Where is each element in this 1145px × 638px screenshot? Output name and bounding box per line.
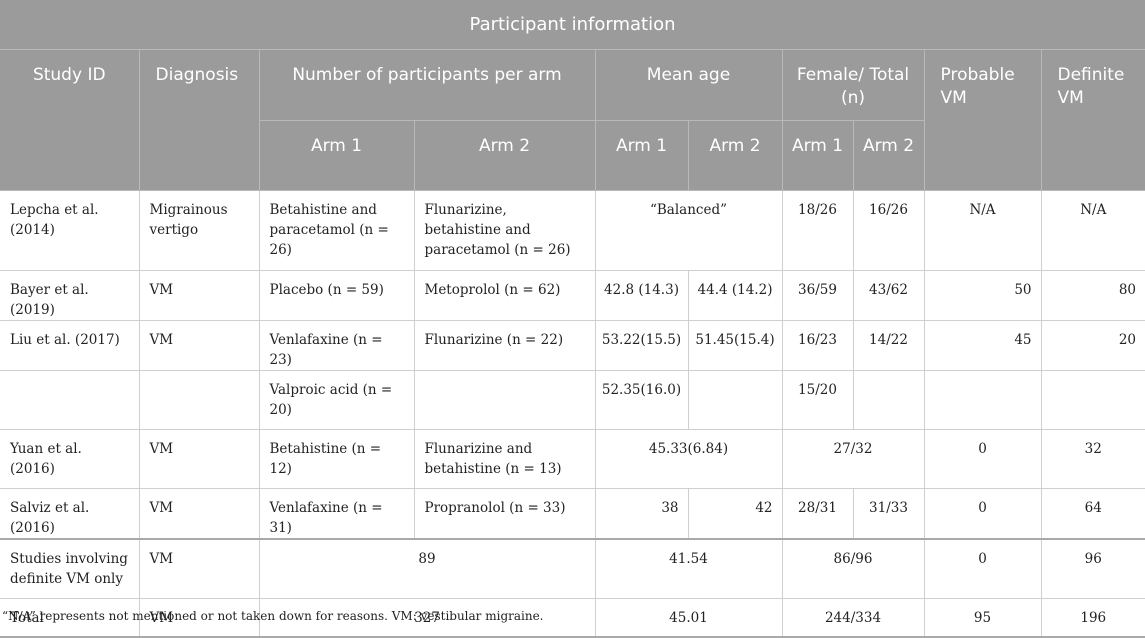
cell-arm2-empty [414,370,596,430]
subcol-participants-arm1: Arm 1 [259,120,415,191]
cell-probable: 0 [924,537,1042,599]
cell-female: 27/32 [782,429,925,489]
col-mean-age: Mean age [595,49,783,121]
cell-probable: N/A [924,190,1042,271]
cell-diagnosis: VM [139,429,260,489]
subcol-female-arm2: Arm 2 [853,120,925,191]
col-num-participants: Number of participants per arm [259,49,596,121]
cell-study: Liu et al. (2017) [0,320,140,371]
cell-definite: N/A [1041,190,1145,271]
col-definite-vm: Definite VM [1041,49,1145,191]
subcol-age-arm2: Arm 2 [688,120,783,191]
cell-arm1: Placebo (n = 59) [259,270,415,321]
cell-female-arm2: 14/22 [853,320,925,371]
cell-female-arm2: 31/33 [853,488,925,539]
cell-study: Yuan et al. (2016) [0,429,140,489]
cell-arm1: Valproic acid (n = 20) [259,370,415,430]
cell-definite: 196 [1041,598,1145,638]
cell-probable: 95 [924,598,1042,638]
table-row: Yuan et al. (2016) VM Betahistine (n = 1… [0,429,1145,489]
cell-probable: 0 [924,429,1042,489]
cell-diagnosis: VM [139,488,260,539]
cell-study: Bayer et al. (2019) [0,270,140,321]
cell-age: 41.54 [595,537,783,599]
cell-age-arm2: 42 [688,488,783,539]
cell-arm1: Betahistine and paracetamol (n = 26) [259,190,415,271]
cell-probable-empty [924,370,1042,430]
col-female-total: Female/ Total (n) [782,49,925,121]
table-row: Salviz et al. (2016) VM Venlafaxine (n =… [0,488,1145,539]
cell-study: Salviz et al. (2016) [0,488,140,539]
cell-study: Lepcha et al. (2014) [0,190,140,271]
cell-age: 45.33(6.84) [595,429,783,489]
cell-probable: 50 [924,270,1042,321]
cell-female-arm2: 16/26 [853,190,925,271]
cell-age-arm1: 52.35(16.0) [595,370,689,430]
cell-study: Studies involving definite VM only [0,537,140,599]
cell-age-arm2: 44.4 (14.2) [688,270,783,321]
cell-female-arm2-empty [853,370,925,430]
col-study-id: Study ID [0,49,140,191]
col-probable-vm: Probable VM [924,49,1042,191]
table-row: Studies involving definite VM only VM 89… [0,537,1145,599]
cell-female: 86/96 [782,537,925,599]
cell-female-arm2: 43/62 [853,270,925,321]
cell-age-arm1: 38 [595,488,689,539]
table-row: Lepcha et al. (2014) Migrainous vertigo … [0,190,1145,271]
cell-age-arm2: 51.45(15.4) [688,320,783,371]
table-footnote: “N/A” represents not mentioned or not ta… [2,609,544,623]
subcol-female-arm1: Arm 1 [782,120,854,191]
cell-study-empty [0,370,140,430]
cell-age: 45.01 [595,598,783,638]
cell-probable: 0 [924,488,1042,539]
cell-age-arm1: 42.8 (14.3) [595,270,689,321]
cell-arm2: Flunarizine and betahistine (n = 13) [414,429,596,489]
cell-diagnosis: VM [139,270,260,321]
cell-diagnosis: Migrainous vertigo [139,190,260,271]
cell-diagnosis: VM [139,320,260,371]
cell-diagnosis: VM [139,537,260,599]
cell-arm2: Metoprolol (n = 62) [414,270,596,321]
cell-female-arm1: 28/31 [782,488,854,539]
cell-definite: 80 [1041,270,1145,321]
subcol-age-arm1: Arm 1 [595,120,689,191]
cell-participants: 89 [259,537,596,599]
cell-age-arm1: 53.22(15.5) [595,320,689,371]
cell-definite: 32 [1041,429,1145,489]
cell-age: “Balanced” [595,190,783,271]
cell-arm1: Betahistine (n = 12) [259,429,415,489]
cell-probable: 45 [924,320,1042,371]
cell-definite: 20 [1041,320,1145,371]
cell-arm1: Venlafaxine (n = 23) [259,320,415,371]
cell-female-arm1: 18/26 [782,190,854,271]
cell-definite-empty [1041,370,1145,430]
cell-arm2: Flunarizine, betahistine and paracetamol… [414,190,596,271]
table-row: Bayer et al. (2019) VM Placebo (n = 59) … [0,270,1145,321]
cell-female-arm1: 15/20 [782,370,854,430]
subcol-participants-arm2: Arm 2 [414,120,596,191]
cell-definite: 96 [1041,537,1145,599]
cell-female-arm1: 16/23 [782,320,854,371]
table-row: Liu et al. (2017) VM Venlafaxine (n = 23… [0,320,1145,371]
cell-female-arm1: 36/59 [782,270,854,321]
cell-female: 244/334 [782,598,925,638]
cell-arm2: Propranolol (n = 33) [414,488,596,539]
table-row: Valproic acid (n = 20) 52.35(16.0) 15/20 [0,370,1145,430]
cell-diagnosis-empty [139,370,260,430]
cell-age-arm2-empty [688,370,783,430]
col-diagnosis: Diagnosis [139,49,260,191]
cell-definite: 64 [1041,488,1145,539]
cell-arm2: Flunarizine (n = 22) [414,320,596,371]
cell-arm1: Venlafaxine (n = 31) [259,488,415,539]
table-title: Participant information [0,0,1145,50]
